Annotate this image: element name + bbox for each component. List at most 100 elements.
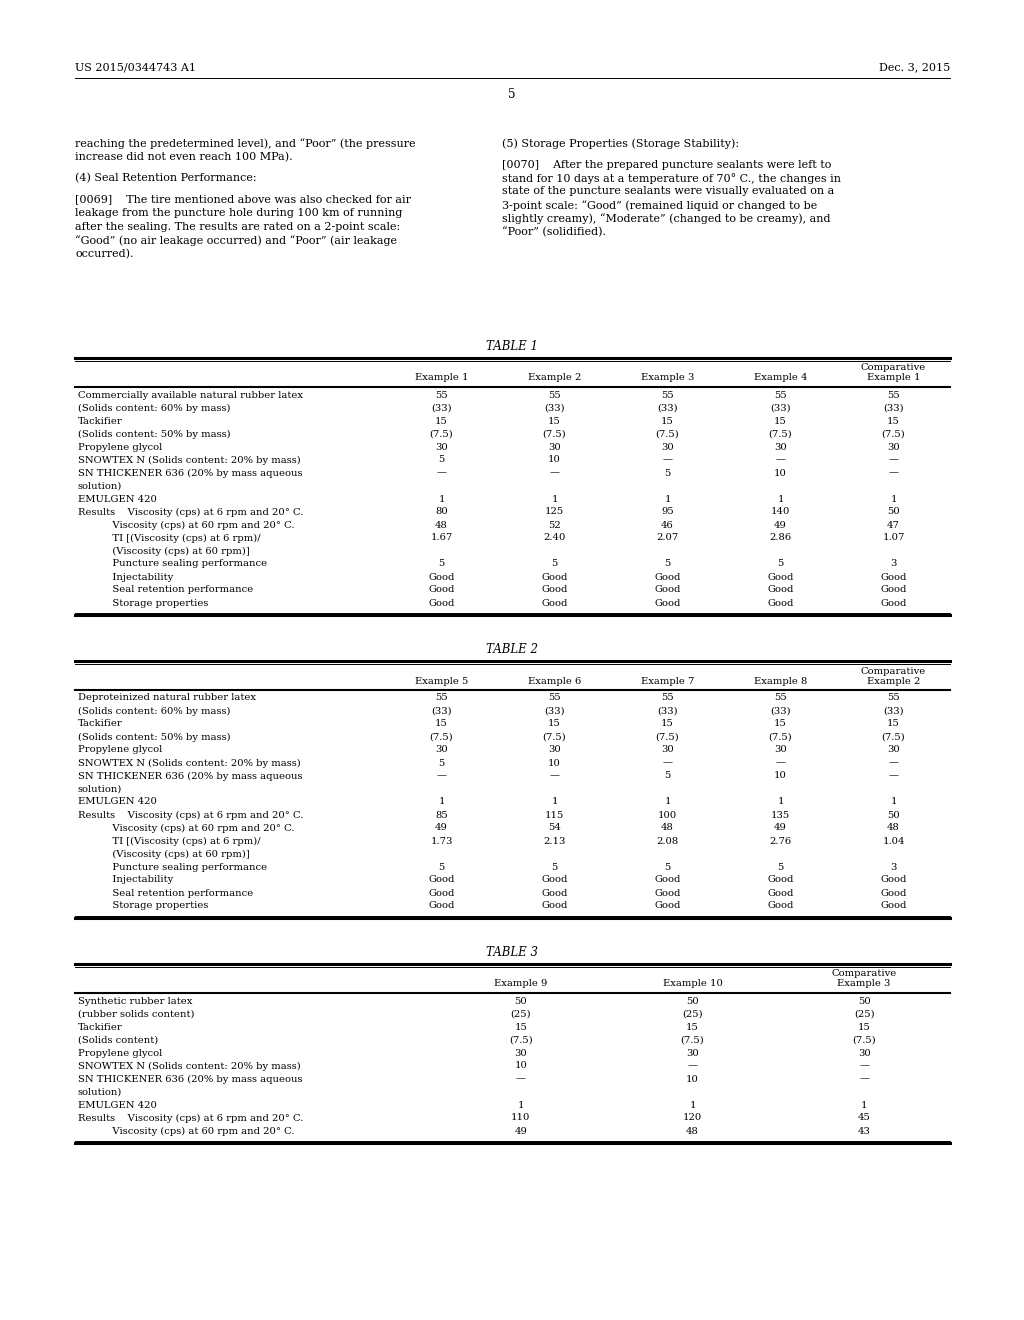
Text: TI [(Viscosity (cps) at 6 rpm)/: TI [(Viscosity (cps) at 6 rpm)/: [78, 837, 261, 846]
Text: solution): solution): [78, 1088, 123, 1097]
Text: Results    Viscosity (cps) at 6 rpm and 20° C.: Results Viscosity (cps) at 6 rpm and 20°…: [78, 810, 303, 820]
Text: 120: 120: [683, 1114, 702, 1122]
Text: solution): solution): [78, 482, 123, 491]
Text: Dec. 3, 2015: Dec. 3, 2015: [879, 62, 950, 73]
Text: Good: Good: [767, 598, 794, 607]
Text: (Solids content: 60% by mass): (Solids content: 60% by mass): [78, 404, 230, 413]
Text: Good: Good: [767, 875, 794, 884]
Text: (33): (33): [431, 404, 452, 412]
Text: Example 2: Example 2: [527, 374, 582, 383]
Text: 48: 48: [686, 1126, 699, 1135]
Text: 15: 15: [548, 719, 561, 729]
Text: 52: 52: [548, 520, 561, 529]
Text: 15: 15: [662, 719, 674, 729]
Text: 80: 80: [435, 507, 447, 516]
Text: [0070]    After the prepared puncture sealants were left to: [0070] After the prepared puncture seala…: [502, 160, 831, 169]
Text: SNOWTEX N (Solids content: 20% by mass): SNOWTEX N (Solids content: 20% by mass): [78, 455, 301, 465]
Text: (33): (33): [544, 706, 565, 715]
Text: (7.5): (7.5): [543, 733, 566, 742]
Text: 30: 30: [858, 1048, 870, 1057]
Text: SNOWTEX N (Solids content: 20% by mass): SNOWTEX N (Solids content: 20% by mass): [78, 1061, 301, 1071]
Text: 10: 10: [774, 771, 786, 780]
Text: —: —: [436, 469, 446, 478]
Text: Puncture sealing performance: Puncture sealing performance: [78, 560, 267, 569]
Text: 2.40: 2.40: [544, 533, 565, 543]
Text: 5: 5: [665, 771, 671, 780]
Text: 50: 50: [858, 997, 870, 1006]
Text: 55: 55: [548, 391, 561, 400]
Text: Synthetic rubber latex: Synthetic rubber latex: [78, 997, 193, 1006]
Text: 1: 1: [665, 495, 671, 503]
Text: (rubber solids content): (rubber solids content): [78, 1010, 195, 1019]
Text: 1.04: 1.04: [883, 837, 905, 846]
Text: 30: 30: [887, 442, 900, 451]
Text: 5: 5: [551, 560, 558, 569]
Text: Example 7: Example 7: [641, 676, 694, 685]
Text: (7.5): (7.5): [681, 1035, 705, 1044]
Text: 49: 49: [514, 1126, 527, 1135]
Text: 30: 30: [435, 746, 447, 755]
Text: state of the puncture sealants were visually evaluated on a: state of the puncture sealants were visu…: [502, 186, 835, 197]
Text: (25): (25): [682, 1010, 702, 1019]
Text: Good: Good: [881, 598, 906, 607]
Text: (4) Seal Retention Performance:: (4) Seal Retention Performance:: [75, 173, 257, 183]
Text: Example 8: Example 8: [754, 676, 807, 685]
Text: 50: 50: [887, 810, 900, 820]
Text: Example 1: Example 1: [866, 374, 921, 383]
Text: 54: 54: [548, 824, 561, 833]
Text: 15: 15: [686, 1023, 699, 1031]
Text: 30: 30: [887, 746, 900, 755]
Text: 1: 1: [517, 1101, 524, 1110]
Text: 5: 5: [438, 862, 444, 871]
Text: (7.5): (7.5): [882, 733, 905, 742]
Text: Good: Good: [881, 875, 906, 884]
Text: (33): (33): [770, 404, 791, 412]
Text: 15: 15: [514, 1023, 527, 1031]
Text: TABLE 3: TABLE 3: [486, 946, 538, 960]
Text: 5: 5: [777, 862, 783, 871]
Text: 55: 55: [887, 693, 900, 702]
Text: —: —: [663, 455, 673, 465]
Text: EMULGEN 420: EMULGEN 420: [78, 1101, 157, 1110]
Text: SN THICKENER 636 (20% by mass aqueous: SN THICKENER 636 (20% by mass aqueous: [78, 771, 302, 780]
Text: (7.5): (7.5): [543, 429, 566, 438]
Text: 30: 30: [548, 746, 561, 755]
Text: Good: Good: [881, 888, 906, 898]
Text: (33): (33): [657, 404, 678, 412]
Text: (Solids content): (Solids content): [78, 1035, 159, 1044]
Text: 43: 43: [858, 1126, 870, 1135]
Text: EMULGEN 420: EMULGEN 420: [78, 797, 157, 807]
Text: TABLE 2: TABLE 2: [486, 643, 538, 656]
Text: 15: 15: [774, 719, 786, 729]
Text: (7.5): (7.5): [769, 733, 793, 742]
Text: [0069]    The tire mentioned above was also checked for air: [0069] The tire mentioned above was also…: [75, 194, 411, 205]
Text: 3: 3: [890, 862, 897, 871]
Text: increase did not even reach 100 MPa).: increase did not even reach 100 MPa).: [75, 152, 293, 162]
Text: (33): (33): [657, 706, 678, 715]
Text: Propylene glycol: Propylene glycol: [78, 442, 162, 451]
Text: 30: 30: [662, 442, 674, 451]
Text: 55: 55: [548, 693, 561, 702]
Text: 55: 55: [662, 391, 674, 400]
Text: 1: 1: [438, 797, 444, 807]
Text: (Solids content: 60% by mass): (Solids content: 60% by mass): [78, 706, 230, 715]
Text: after the sealing. The results are rated on a 2-point scale:: after the sealing. The results are rated…: [75, 222, 400, 231]
Text: (7.5): (7.5): [882, 429, 905, 438]
Text: Good: Good: [767, 586, 794, 594]
Text: 1: 1: [551, 797, 558, 807]
Text: Good: Good: [542, 573, 567, 582]
Text: Comparative: Comparative: [861, 667, 926, 676]
Text: 5: 5: [438, 455, 444, 465]
Text: —: —: [859, 1061, 869, 1071]
Text: 50: 50: [514, 997, 527, 1006]
Text: 3: 3: [890, 560, 897, 569]
Text: (5) Storage Properties (Storage Stability):: (5) Storage Properties (Storage Stabilit…: [502, 139, 739, 149]
Text: 1: 1: [777, 797, 783, 807]
Text: reaching the predetermined level), and “Poor” (the pressure: reaching the predetermined level), and “…: [75, 139, 416, 149]
Text: Good: Good: [428, 888, 455, 898]
Text: 15: 15: [548, 417, 561, 425]
Text: Comparative: Comparative: [861, 363, 926, 372]
Text: (7.5): (7.5): [655, 733, 679, 742]
Text: (7.5): (7.5): [430, 733, 454, 742]
Text: —: —: [889, 455, 898, 465]
